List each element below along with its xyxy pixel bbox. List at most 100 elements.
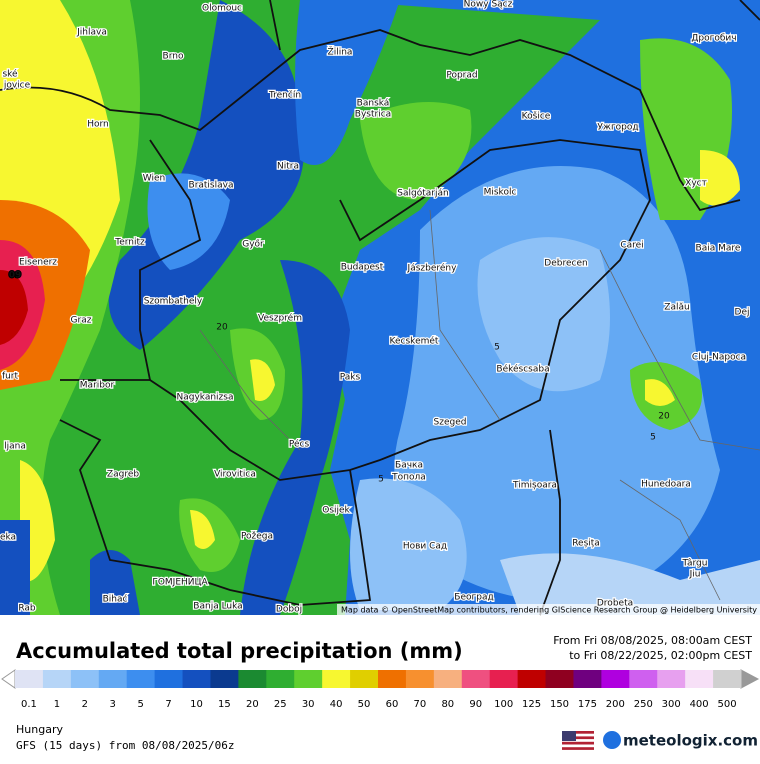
city-label: Carei — [620, 241, 643, 251]
period-from: From Fri 08/08/2025, 08:00am CEST — [553, 634, 752, 647]
city-label: Rab — [18, 604, 36, 614]
legend-swatch — [713, 670, 742, 688]
city-label: Virovitica — [214, 470, 256, 480]
legend-label: 7 — [165, 699, 171, 710]
city-label: Jászberény — [407, 263, 458, 274]
city-label: eka — [0, 533, 16, 543]
legend-swatch — [126, 670, 156, 688]
legend-swatch — [601, 670, 630, 688]
city-label: furt — [2, 372, 19, 382]
city-label: Trenčín — [268, 90, 301, 101]
city-label: Osijek — [322, 506, 350, 516]
legend-label: 400 — [690, 699, 709, 710]
legend-swatch — [433, 670, 463, 688]
legend-label: 3 — [110, 699, 116, 710]
legend-swatch — [573, 670, 602, 688]
legend-swatch — [461, 670, 491, 688]
city-label: Zagreb — [107, 470, 139, 480]
city-label: jovice — [3, 81, 31, 91]
city-label: Нови Сад — [403, 542, 447, 552]
city-label: Hunedoara — [641, 480, 691, 490]
city-label: Požega — [241, 532, 273, 542]
city-label: Бачка — [395, 461, 423, 471]
city-label: Baia Mare — [696, 244, 741, 254]
city-label: Reșița — [572, 539, 600, 549]
legend-label: 50 — [358, 699, 371, 710]
city-label: Bihać — [103, 594, 128, 605]
contour-label: 20 — [658, 412, 670, 422]
contour-label: 5 — [378, 475, 384, 485]
city-label: Ternitz — [114, 238, 145, 248]
legend-label: 500 — [717, 699, 736, 710]
legend-label: 200 — [606, 699, 625, 710]
legend-label: 125 — [522, 699, 541, 710]
contour-label: 09 — [9, 271, 22, 281]
city-label: Graz — [71, 316, 92, 326]
city-label: Drobeta — [597, 599, 633, 609]
legend-swatch — [350, 670, 379, 688]
attribution: Map data © OpenStreetMap contributors, r… — [341, 606, 757, 615]
city-label: Београд — [454, 593, 493, 603]
city-label: Banská — [357, 99, 390, 109]
city-label: Szombathely — [144, 297, 203, 307]
city-label: Doboj — [276, 605, 302, 615]
contour-label: 5 — [650, 433, 656, 443]
legend-label: 5 — [137, 699, 143, 710]
legend-swatch — [545, 670, 574, 688]
city-label: Debrecen — [544, 259, 587, 269]
legend-label: 15 — [218, 699, 231, 710]
legend-swatch — [685, 670, 714, 688]
legend-label: 70 — [414, 699, 427, 710]
legend-arrow-right — [740, 669, 760, 689]
city-label: Zalău — [664, 303, 689, 313]
legend-swatch — [154, 670, 184, 688]
legend-label: 2 — [82, 699, 88, 710]
city-label: ГОМЈЕНИЦА — [152, 578, 208, 588]
legend-swatch — [322, 670, 351, 688]
city-label: Pécs — [289, 439, 310, 450]
legend-label: 150 — [550, 699, 569, 710]
city-label: Banja Luka — [193, 602, 242, 612]
legend-label: 250 — [634, 699, 653, 710]
model-run: GFS (15 days) from 08/08/2025/06z — [16, 739, 235, 752]
legend-swatch — [517, 670, 547, 688]
city-label: Bystrica — [355, 110, 391, 120]
city-label: Eisenerz — [19, 258, 57, 268]
precipitation-map: Map data © OpenStreetMap contributors, r… — [0, 0, 760, 616]
period-to: to Fri 08/22/2025, 02:00pm CEST — [569, 649, 752, 662]
us-flag[interactable] — [562, 731, 594, 750]
legend-swatch — [238, 670, 267, 688]
logo-icon — [603, 731, 621, 749]
legend-swatch — [210, 670, 239, 688]
title: Accumulated total precipitation (mm) — [16, 639, 463, 663]
legend: 0.1 1 2 3 5 7 10 15 20 25 30 40 50 60 70 80 90 100 125 150 1… — [1, 669, 760, 710]
legend-label: 80 — [441, 699, 454, 710]
brand[interactable]: meteologix.com — [623, 732, 758, 750]
city-label: Olomouc — [202, 4, 242, 14]
city-label: ljana — [4, 442, 26, 452]
city-label: Miskolc — [484, 188, 517, 198]
city-label: Veszprém — [258, 313, 302, 324]
city-label: Nagykanizsa — [177, 393, 234, 403]
city-label: Paks — [340, 373, 361, 383]
legend-swatch — [629, 670, 658, 688]
legend-label: 20 — [246, 699, 259, 710]
legend-swatch — [266, 670, 295, 688]
city-label: Târgu — [682, 559, 708, 569]
city-label: Jiu — [689, 570, 701, 580]
legend-label: 300 — [662, 699, 681, 710]
city-label: Wien — [143, 174, 165, 184]
legend-swatch — [98, 670, 128, 688]
region: Hungary — [16, 723, 63, 736]
header: Accumulated total precipitation (mm) Fro… — [16, 634, 752, 663]
city-label: Хуст — [685, 179, 707, 189]
city-label: Dej — [735, 308, 750, 318]
legend-label: 175 — [578, 699, 597, 710]
city-label: Дрогобич — [691, 34, 736, 44]
city-label: Békéscsaba — [496, 364, 549, 375]
city-label: Poprad — [446, 71, 477, 81]
legend-label: 40 — [330, 699, 343, 710]
legend-swatch — [489, 670, 519, 688]
legend-swatch — [657, 670, 686, 688]
